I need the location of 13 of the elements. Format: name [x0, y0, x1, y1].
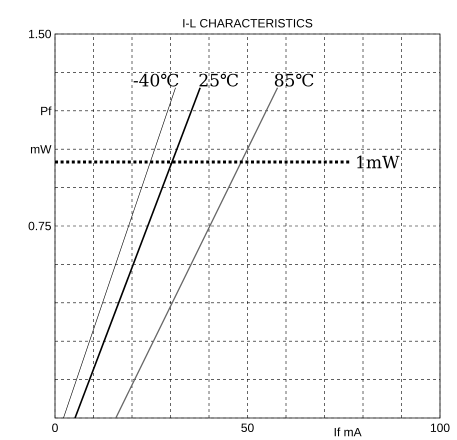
y-tick-label: 1.50	[29, 30, 52, 38]
y-tick-label: 0.75	[28, 222, 51, 230]
x-axis-title: If mA	[334, 428, 362, 436]
chart-title: I-L CHARACTERISTICS	[183, 18, 312, 28]
series-label: 1mW	[357, 156, 400, 168]
x-tick-label: 0	[52, 424, 58, 432]
x-tick-label: 50	[241, 424, 254, 432]
x-tick-label: 100	[430, 424, 450, 432]
series-label: 25℃	[200, 74, 238, 87]
series-label: -40℃	[134, 74, 178, 87]
y-tick-label: mW	[30, 145, 52, 154]
series-label: 85℃	[274, 74, 314, 87]
y-tick-label: Pf	[41, 106, 52, 116]
